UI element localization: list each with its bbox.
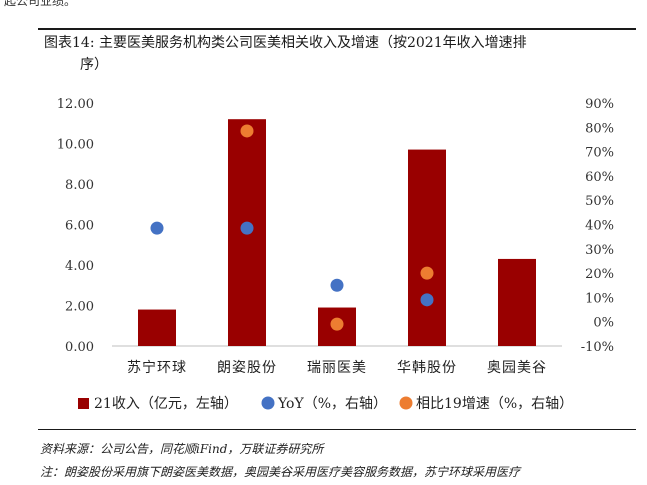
point-s0-2	[330, 278, 344, 292]
left-axis-ticks: 0.00 2.00 4.00 6.00 8.00 10.00 12.00	[57, 97, 94, 355]
scatter-series	[150, 124, 434, 331]
right-tick-label: 60%	[585, 170, 614, 185]
right-tick-label: 10%	[585, 291, 614, 306]
category-label: 奥园美谷	[487, 359, 547, 376]
previous-paragraph-fragment: 起公司业绩。	[4, 0, 77, 8]
source-rule	[38, 429, 636, 430]
chart-title-line2: 序）	[80, 57, 108, 73]
chart-title: 图表14: 主要医美服务机构类公司医美相关收入及增速（按2021年收入增速排 序…	[44, 32, 624, 76]
left-tick-label: 10.00	[57, 138, 94, 153]
right-axis-ticks: -10% 0% 10% 20% 30% 40% 50% 60% 70% 80% 90%	[581, 97, 614, 355]
right-tick-label: 0%	[593, 316, 614, 331]
point-s1-3	[420, 266, 434, 280]
title-rule-top	[38, 28, 636, 30]
point-s0-extra-0	[420, 293, 434, 307]
right-tick-label: 70%	[585, 146, 614, 161]
left-tick-label: 12.00	[57, 97, 94, 112]
point-s0-1	[240, 221, 254, 235]
right-tick-label: 30%	[585, 243, 614, 258]
right-tick-label: 50%	[585, 194, 614, 209]
left-tick-label: 4.00	[65, 259, 94, 274]
right-tick-label: 80%	[585, 121, 614, 136]
chart-canvas: 0.00 2.00 4.00 6.00 8.00 10.00 12.00 -10% 0% 10%…	[57, 97, 614, 412]
category-labels: 苏宁环球 朗姿股份 瑞丽医美 华韩股份 奥园美谷	[127, 359, 547, 376]
point-s1-1	[240, 124, 254, 138]
legend-swatch-2	[399, 396, 413, 410]
legend-label-0: 21收入（亿元，左轴）	[94, 396, 238, 412]
category-label: 朗姿股份	[217, 360, 277, 376]
left-tick-label: 8.00	[65, 178, 94, 193]
chart-title-line1: 图表14: 主要医美服务机构类公司医美相关收入及增速（按2021年收入增速排	[44, 35, 527, 51]
bar-3	[408, 149, 446, 346]
source-text: 资料来源：公司公告，同花顺iFind，万联证券研究所	[40, 442, 324, 456]
bar-series	[138, 119, 536, 346]
category-label: 瑞丽医美	[307, 360, 367, 376]
legend-swatch-1	[261, 396, 275, 410]
legend-label-1: YoY（%，右轴）	[277, 396, 387, 412]
legend-swatch-bar	[78, 398, 89, 409]
right-tick-label: 90%	[585, 97, 614, 112]
right-tick-label: 40%	[585, 219, 614, 234]
bar-4	[498, 258, 536, 346]
right-tick-label: -10%	[581, 340, 614, 355]
left-tick-label: 2.00	[65, 300, 94, 315]
left-tick-label: 0.00	[65, 340, 94, 355]
right-tick-label: 20%	[585, 267, 614, 282]
category-label: 苏宁环球	[127, 359, 187, 376]
legend-label-2: 相比19增速（%，右轴）	[416, 396, 573, 412]
bar-0	[138, 309, 176, 346]
point-s1-2	[330, 317, 344, 331]
category-label: 华韩股份	[397, 360, 457, 376]
legend: 21收入（亿元，左轴） YoY（%，右轴） 相比19增速（%，右轴）	[78, 396, 573, 412]
note-text: 注：朗姿股份采用旗下朗姿医美数据，奥园美谷采用医疗美容服务数据，苏宁环球采用医疗	[40, 465, 521, 479]
left-tick-label: 6.00	[65, 219, 94, 234]
point-s0-0	[150, 221, 164, 235]
